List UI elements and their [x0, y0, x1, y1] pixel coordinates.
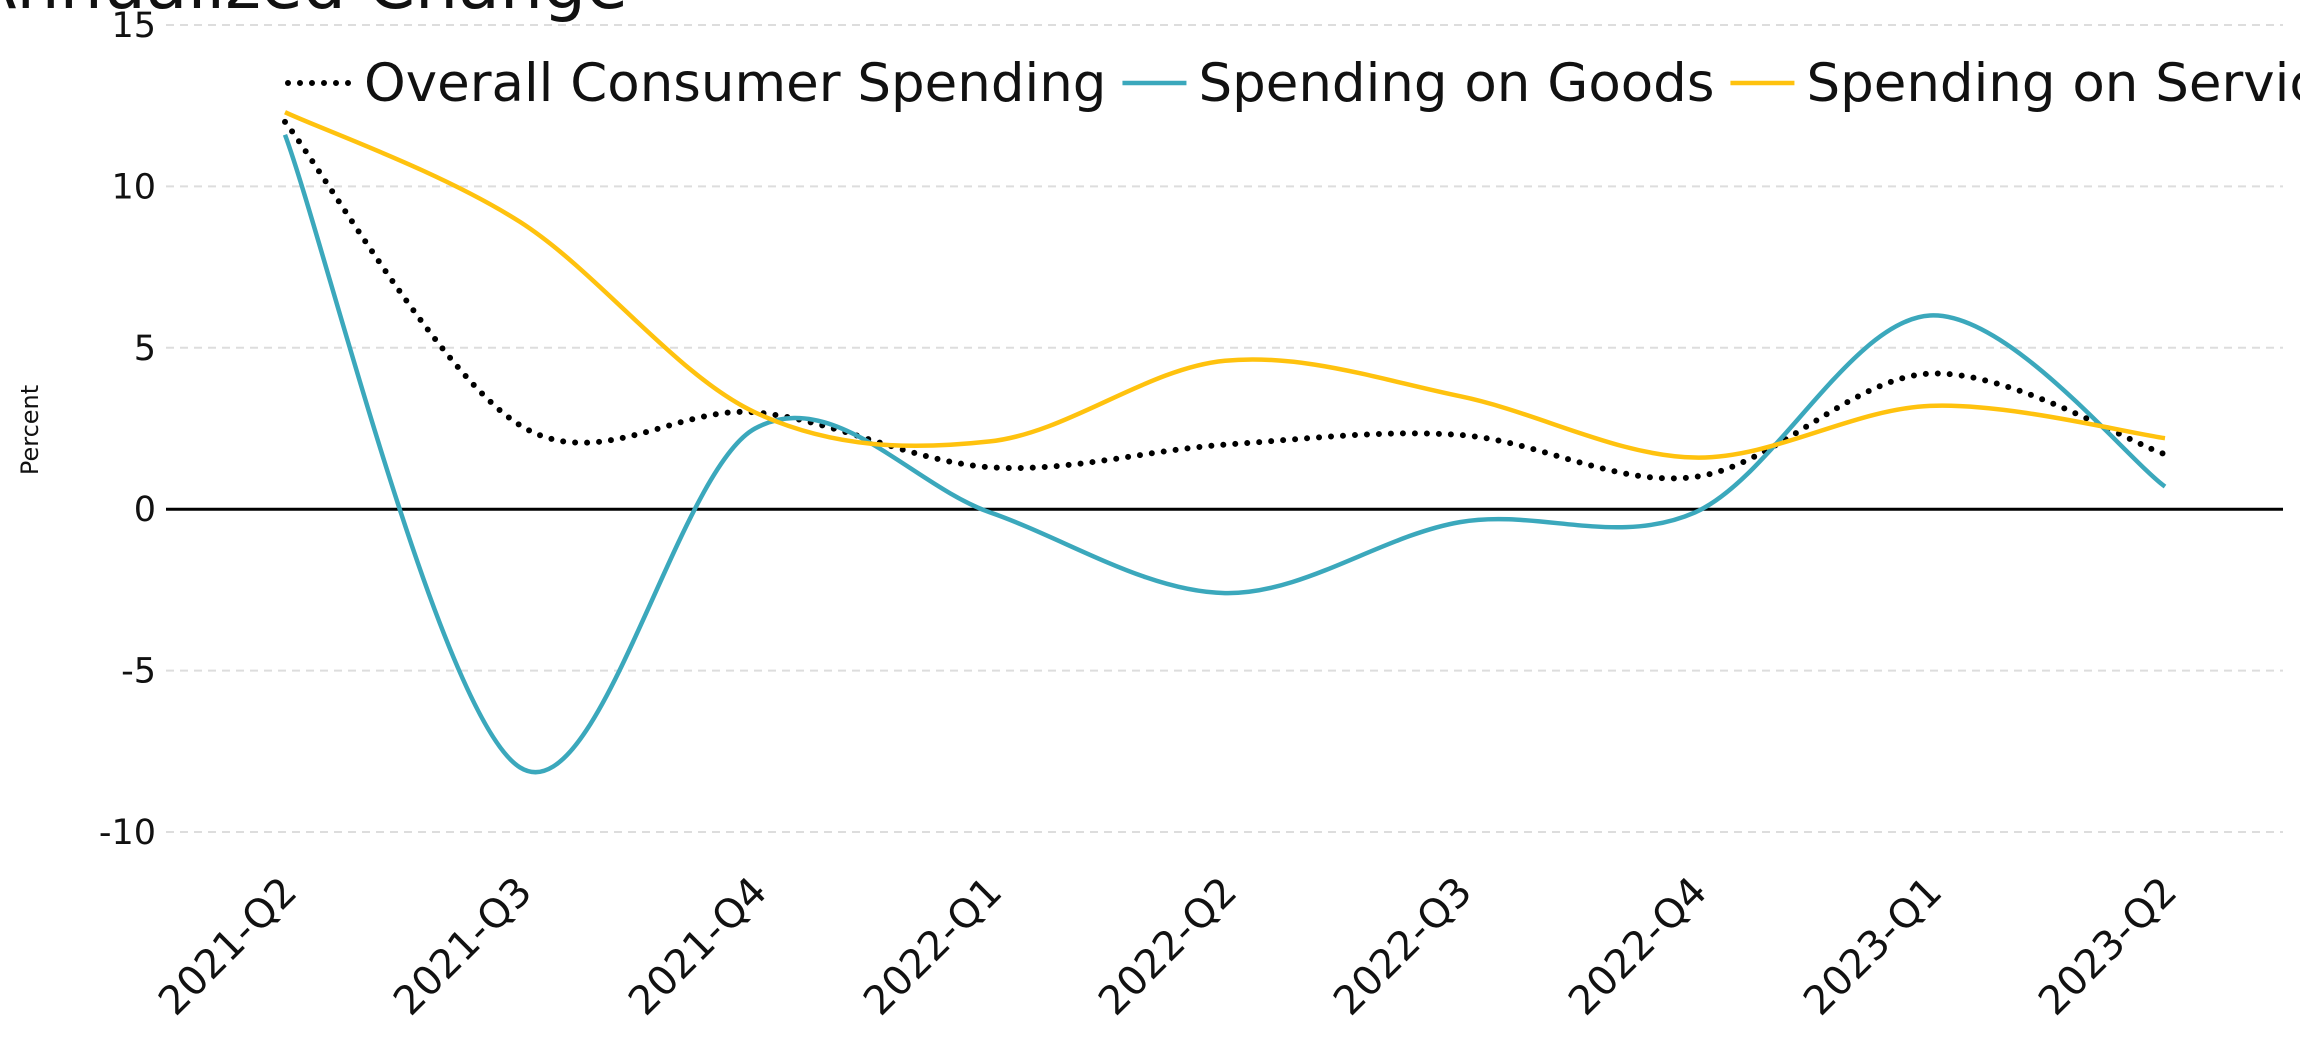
series-line — [284, 110, 2166, 460]
series-line — [282, 133, 2167, 775]
y-axis-label: Percent — [16, 385, 44, 475]
x-tick-label: 2023-Q1 — [1795, 869, 1951, 1025]
x-tick-label: 2021-Q3 — [385, 869, 541, 1025]
y-tick-label: 10 — [111, 167, 156, 207]
y-tick-label: 0 — [134, 490, 156, 530]
x-tick-label: 2022-Q4 — [1560, 869, 1716, 1025]
legend-label: Overall Consumer Spending — [364, 53, 1106, 114]
x-tick-label: 2023-Q2 — [2030, 869, 2186, 1025]
y-tick-label: -10 — [99, 813, 156, 853]
x-tick-label: 2022-Q2 — [1090, 869, 1246, 1025]
legend-label: Spending on Services — [1806, 53, 2300, 114]
y-tick-label: 15 — [111, 6, 156, 46]
x-tick-label: 2022-Q1 — [855, 869, 1011, 1025]
x-tick-label: 2021-Q4 — [620, 869, 776, 1025]
y-tick-label: 5 — [134, 329, 156, 369]
x-tick-label: 2022-Q3 — [1325, 869, 1481, 1025]
x-tick-label: 2021-Q2 — [150, 869, 306, 1025]
series-line — [282, 118, 2168, 482]
y-tick-label: -5 — [121, 652, 156, 692]
chart-title: Annualized Change — [0, 0, 628, 25]
legend-label: Spending on Goods — [1198, 53, 1714, 114]
